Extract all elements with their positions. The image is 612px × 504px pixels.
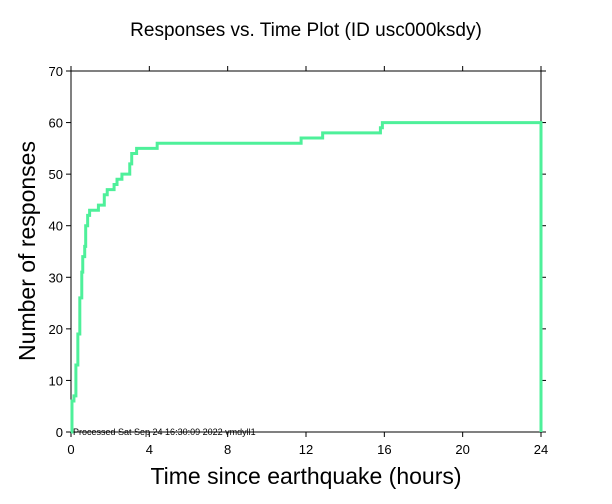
y-tick-label: 70 bbox=[49, 64, 63, 79]
chart-title: Responses vs. Time Plot (ID usc000ksdy) bbox=[130, 20, 482, 41]
x-tick-label: 4 bbox=[146, 442, 153, 457]
y-tick-label: 0 bbox=[56, 425, 63, 440]
y-axis-label: Number of responses bbox=[14, 141, 40, 361]
x-axis: 0 4 8 12 16 20 24 bbox=[67, 66, 548, 457]
y-tick-label: 40 bbox=[49, 219, 63, 234]
plot-frame bbox=[70, 70, 542, 433]
y-tick-label: 60 bbox=[49, 116, 63, 131]
x-tick-label: 24 bbox=[534, 442, 548, 457]
y-tick-label: 30 bbox=[49, 270, 63, 285]
x-tick-label: 0 bbox=[67, 442, 74, 457]
processing-note: Processed Sat Sep 24 16:30:09 2022 vmdyl… bbox=[73, 427, 256, 437]
y-tick-label: 20 bbox=[49, 322, 63, 337]
y-tick-label: 50 bbox=[49, 167, 63, 182]
y-axis: 0 10 20 30 40 50 60 70 bbox=[49, 64, 546, 440]
x-tick-label: 8 bbox=[224, 442, 231, 457]
y-tick-label: 10 bbox=[49, 373, 63, 388]
x-tick-label: 20 bbox=[455, 442, 469, 457]
series-layer bbox=[70, 121, 543, 434]
x-tick-label: 12 bbox=[299, 442, 313, 457]
response-step-line bbox=[70, 121, 543, 434]
x-axis-label: Time since earthquake (hours) bbox=[150, 463, 461, 489]
x-tick-label: 16 bbox=[377, 442, 391, 457]
